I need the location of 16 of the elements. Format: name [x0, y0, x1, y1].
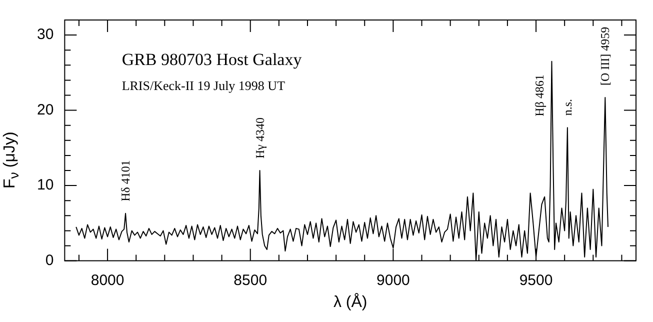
annotation: Hδ 4101: [118, 160, 133, 202]
y-tick-label: 0: [45, 252, 54, 269]
annotation: Hγ 4340: [252, 118, 267, 158]
annotation: n.s.: [560, 98, 574, 116]
x-tick-label: 8000: [90, 272, 124, 289]
x-axis-title: λ (Å): [333, 292, 368, 311]
x-tick-label: 9000: [376, 272, 410, 289]
y-tick-label: 30: [36, 26, 54, 44]
text: LRIS/Keck-II 19 July 1998 UT: [122, 78, 286, 93]
text: GRB 980703 Host Galaxy: [122, 50, 302, 69]
y-tick-label: 20: [36, 101, 54, 118]
x-tick-label: 9500: [519, 272, 553, 289]
annotation: Hβ 4861: [532, 74, 547, 116]
annotation: [O III] 4959: [598, 26, 612, 86]
x-tick-label: 8500: [234, 272, 268, 289]
y-tick-label: 10: [36, 176, 54, 194]
